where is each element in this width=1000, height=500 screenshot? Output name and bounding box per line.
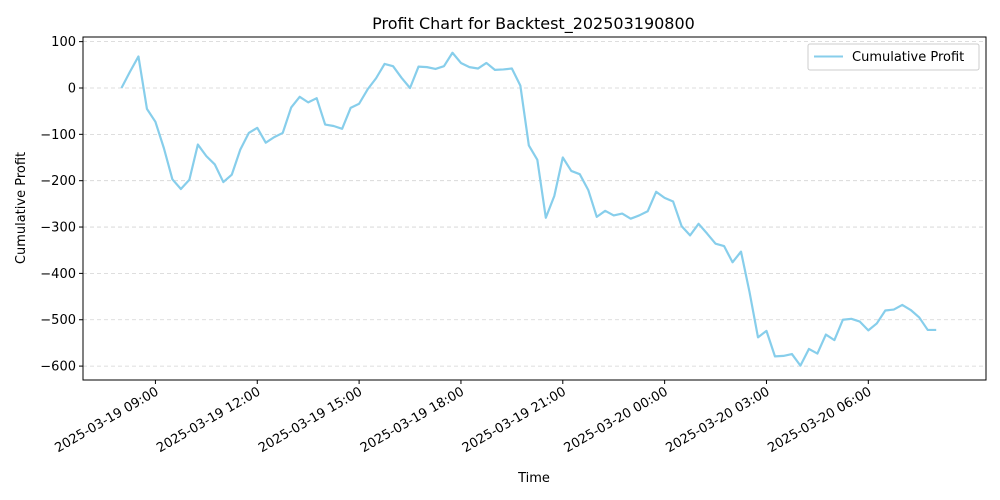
plot-area-frame (82, 36, 987, 381)
x-tick-label: 2025-03-20 03:00 (664, 384, 773, 456)
y-tick-label: −300 (40, 221, 76, 236)
x-tick-label: 2025-03-19 21:00 (460, 384, 569, 456)
legend-label-cumulative-profit: Cumulative Profit (852, 50, 964, 65)
y-tick-label: −600 (40, 360, 76, 375)
x-tick-label: 2025-03-19 12:00 (154, 384, 263, 456)
y-tick-label: −200 (40, 174, 76, 189)
y-tick-label: −500 (40, 313, 76, 328)
grid-lines (83, 41, 986, 367)
x-tick-label: 2025-03-19 15:00 (256, 384, 365, 456)
legend-box (807, 43, 980, 71)
legend: Cumulative Profit (807, 43, 980, 71)
y-tick-label: 0 (68, 81, 76, 96)
series-line-cumulative-profit (120, 51, 937, 367)
y-tick-label: 100 (51, 35, 76, 50)
y-tick-label: −100 (40, 128, 76, 143)
y-tick-label: −400 (40, 267, 76, 282)
series-group (120, 51, 937, 367)
x-tick-label: 2025-03-19 18:00 (358, 384, 467, 456)
y-axis-label: Cumulative Profit (14, 152, 29, 264)
y-axis: 100 0 −100 −200 −300 −400 −500 −600 (40, 35, 83, 375)
x-tick-label: 2025-03-20 00:00 (562, 384, 671, 456)
chart-title: Profit Chart for Backtest_202503190800 (372, 14, 695, 34)
x-axis-label: Time (517, 471, 550, 486)
x-tick-label: 2025-03-20 06:00 (765, 384, 874, 456)
x-tick-label: 2025-03-19 09:00 (52, 384, 161, 456)
